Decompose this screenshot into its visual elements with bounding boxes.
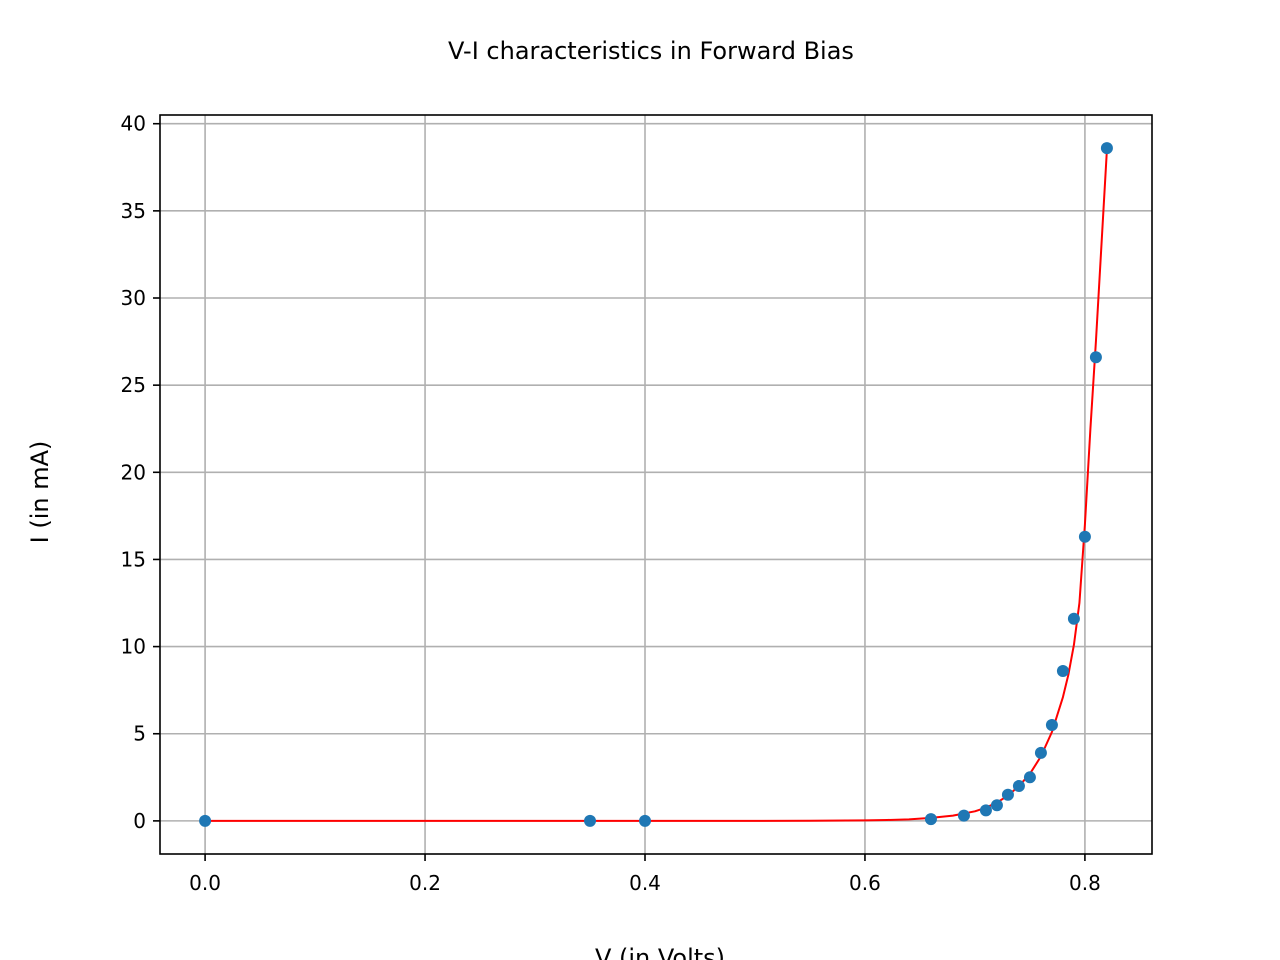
y-tick-label: 5 [133,722,146,746]
data-point [1034,746,1047,759]
data-point [990,799,1003,812]
data-point [1056,664,1069,677]
x-tick-label: 0.8 [1069,871,1101,895]
data-point [1078,530,1091,543]
data-point [1012,780,1025,793]
data-point [199,814,212,827]
y-tick-label: 35 [121,199,146,223]
y-axis-label: I (in mA) [26,441,54,544]
x-tick-label: 0.0 [189,871,221,895]
y-tick-label: 30 [121,286,146,310]
data-point [924,813,937,826]
data-point [979,804,992,817]
x-tick-label: 0.4 [629,871,661,895]
data-point [1100,142,1113,155]
x-axis-ticks: 0.0 0.2 0.4 0.6 0.8 [189,854,1101,895]
chart-title: V-I characteristics in Forward Bias [448,37,854,65]
y-tick-label: 40 [121,112,146,136]
plot-frame [159,114,1153,855]
data-point [957,809,970,822]
y-tick-label: 15 [121,547,146,571]
grid-layer [160,115,1152,854]
y-tick-label: 25 [121,373,146,397]
y-axis-ticks: 0 5 10 15 20 25 30 35 40 [121,112,160,833]
y-tick-label: 0 [133,809,146,833]
data-point [1001,788,1014,801]
data-point [1089,351,1102,364]
data-point [1067,612,1080,625]
data-point [584,814,597,827]
data-point [1023,771,1036,784]
data-point [1045,719,1058,732]
x-tick-label: 0.6 [849,871,881,895]
y-tick-label: 20 [121,460,146,484]
point-layer [199,142,1113,827]
x-tick-label: 0.2 [409,871,441,895]
y-tick-label: 10 [121,635,146,659]
data-point [639,814,652,827]
x-axis-label: V (in Volts) [595,944,725,960]
